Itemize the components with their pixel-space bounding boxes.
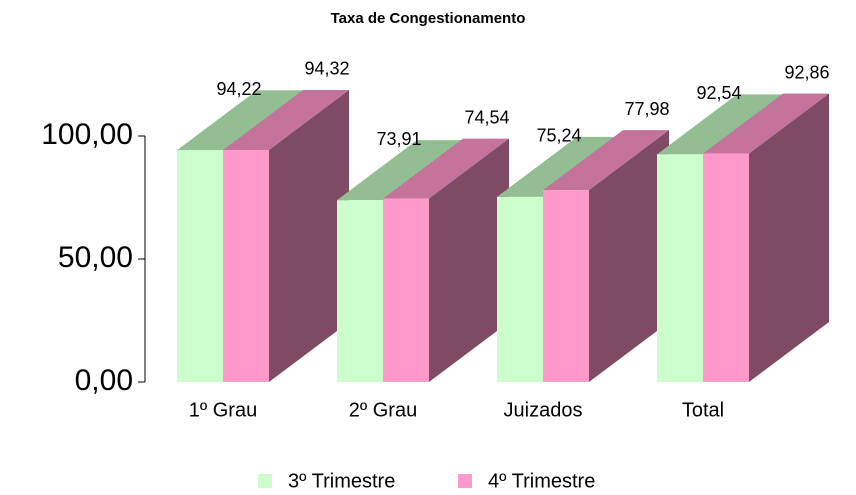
bar-top [177,90,303,151]
x-tick-label: 1º Grau [189,399,257,421]
legend-swatch [258,474,272,488]
bar-top [223,89,349,150]
x-tick-label: Total [682,399,724,421]
y-tick-label: 0,00 [75,364,133,397]
bar-side [429,138,509,382]
bar-side [589,130,669,382]
bar-side [749,93,829,383]
bar-side [269,89,349,382]
bar-top [337,140,463,201]
bar [657,154,703,382]
value-label: 94,22 [216,79,261,99]
value-label: 75,24 [536,126,581,146]
value-label: 92,54 [696,83,741,103]
bar [543,190,589,382]
bar-top [657,94,783,155]
legend-swatch [458,474,472,488]
value-label: 73,91 [376,129,421,149]
legend-label: 4º Trimestre [488,470,595,492]
bar [337,200,383,382]
bar [177,150,223,382]
value-label: 92,86 [784,62,829,82]
bar [497,196,543,382]
x-tick-label: Juizados [504,399,583,421]
legend-label: 3º Trimestre [288,470,395,492]
bar-top [703,93,829,154]
bar-top [497,136,623,197]
value-label: 94,32 [304,59,349,79]
bar [223,149,269,382]
y-tick-label: 50,00 [58,241,133,274]
bar-top [543,130,669,191]
y-tick-label: 100,00 [41,118,133,151]
bar [383,198,429,382]
chart-title: Taxa de Congestionamento [331,10,526,27]
bar [703,153,749,382]
bar-top [383,138,509,199]
value-label: 77,98 [624,99,669,119]
x-tick-label: 2º Grau [349,399,417,421]
value-label: 74,54 [464,107,509,127]
